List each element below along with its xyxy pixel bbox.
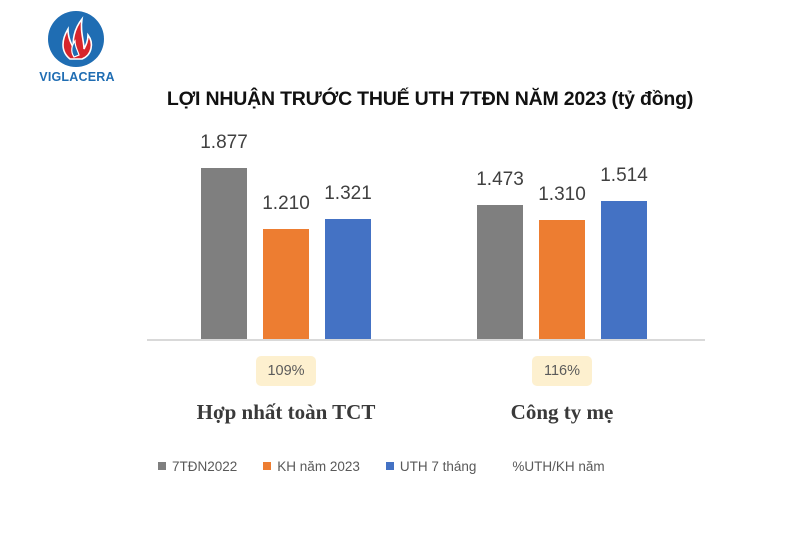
bar bbox=[539, 220, 585, 339]
legend-label: %UTH/KH năm bbox=[512, 458, 605, 474]
legend-label: KH năm 2023 bbox=[277, 458, 360, 474]
bar bbox=[263, 229, 309, 339]
data-label: 1.514 bbox=[600, 165, 648, 186]
data-label: 1.473 bbox=[476, 169, 524, 190]
legend-label: UTH 7 tháng bbox=[399, 458, 477, 474]
legend-item: UTH 7 tháng bbox=[385, 458, 477, 474]
data-label: 1.310 bbox=[538, 184, 586, 205]
flame-logo-icon bbox=[48, 11, 104, 67]
x-axis-line bbox=[147, 339, 705, 341]
ratio-badge: 109% bbox=[256, 356, 316, 386]
legend-label: 7TĐN2022 bbox=[172, 458, 238, 474]
ratio-badge: 116% bbox=[532, 356, 592, 386]
data-label: 1.210 bbox=[262, 193, 310, 214]
category-label: Hợp nhất toàn TCT bbox=[196, 400, 376, 424]
data-label: 1.321 bbox=[324, 183, 372, 204]
viglacera-logo: VIGLACERA bbox=[36, 8, 118, 88]
bar bbox=[601, 201, 647, 339]
legend-item: 7TĐN2022 bbox=[158, 459, 237, 474]
legend-item: KH năm 2023 bbox=[263, 459, 360, 474]
legend-item: %UTH/KH năm bbox=[512, 459, 604, 474]
legend-swatch-icon bbox=[158, 462, 166, 470]
data-label: 1.877 bbox=[200, 132, 248, 153]
legend-swatch-icon bbox=[263, 462, 272, 470]
bar bbox=[201, 168, 247, 339]
bar bbox=[325, 219, 371, 339]
bar bbox=[477, 205, 523, 339]
chart-legend: 7TĐN2022 KH năm 2023 UTH 7 tháng %UTH/KH nă… bbox=[158, 456, 631, 476]
category-label: Công ty mẹ bbox=[510, 400, 614, 424]
brand-name: VIGLACERA bbox=[39, 70, 115, 84]
chart-title: LỢI NHUẬN TRƯỚC THUẾ UTH 7TĐN NĂM 2023 (… bbox=[166, 88, 694, 110]
legend-swatch-icon bbox=[385, 462, 394, 470]
